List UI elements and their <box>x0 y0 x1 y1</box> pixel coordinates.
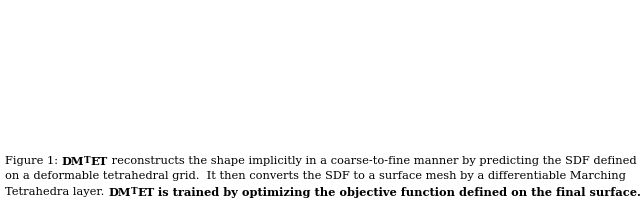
Bar <box>0 0 640 154</box>
Text: ET: ET <box>91 156 108 167</box>
Text: on a deformable tetrahedral grid.  It then converts the SDF to a surface mesh by: on a deformable tetrahedral grid. It the… <box>5 171 626 182</box>
Text: T: T <box>131 187 137 196</box>
Text: DM: DM <box>108 187 131 198</box>
Text: T: T <box>84 156 91 165</box>
Text: ET: ET <box>137 187 154 198</box>
Text: Figure 1:: Figure 1: <box>5 156 61 166</box>
Text: Tetrahedra layer.: Tetrahedra layer. <box>5 187 108 197</box>
Text: DM: DM <box>61 156 84 167</box>
Text: reconstructs the shape implicitly in a coarse-to-fine manner by predicting the S: reconstructs the shape implicitly in a c… <box>108 156 637 166</box>
Text: is trained by optimizing the objective function defined on the final surface.: is trained by optimizing the objective f… <box>154 187 640 198</box>
